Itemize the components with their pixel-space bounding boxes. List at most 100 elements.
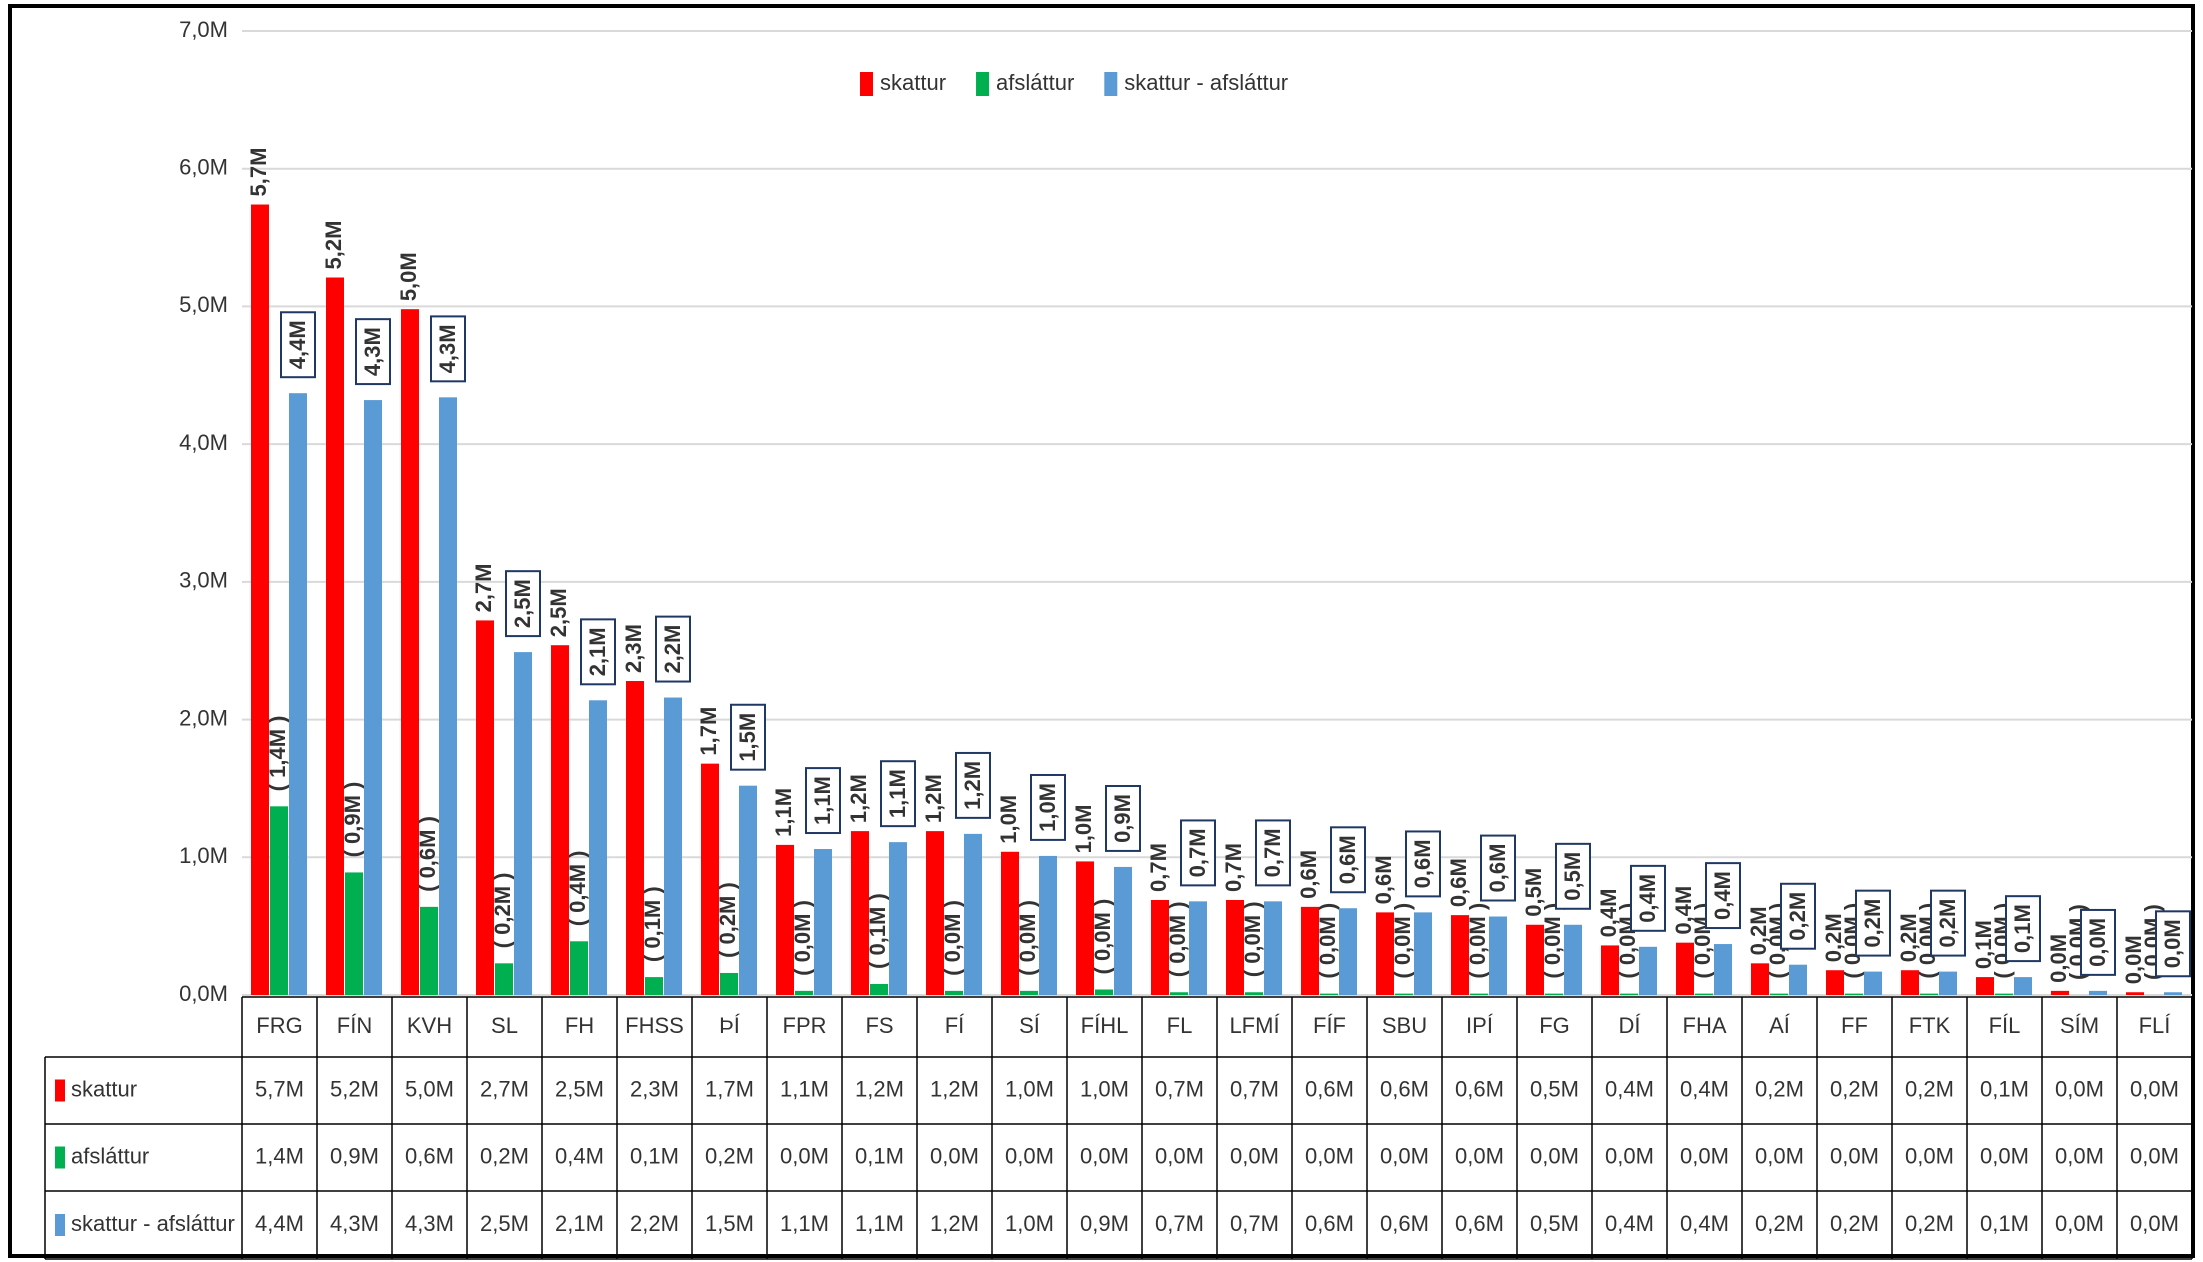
bar (1414, 912, 1432, 995)
data-label: ( 0,1M ) (865, 893, 890, 969)
table-cell: 0,2M (705, 1143, 754, 1168)
x-tick-label: FS (865, 1013, 893, 1038)
data-label: 1,7M (696, 707, 721, 756)
data-label: 1,0M (996, 795, 1021, 844)
x-tick-label: FH (565, 1013, 594, 1038)
y-tick-label: 2,0M (179, 705, 228, 730)
data-label-box: 1,1M (805, 767, 841, 835)
label-box (1330, 826, 1366, 894)
label-box (2155, 910, 2191, 978)
bar (626, 681, 644, 995)
data-label: 0,2M (1746, 906, 1771, 955)
x-tick-label: FLÍ (2139, 1013, 2172, 1038)
table-cell: 0,0M (2055, 1143, 2104, 1168)
bar (401, 309, 419, 995)
bar (570, 941, 588, 995)
table-cell: 0,0M (930, 1143, 979, 1168)
label-box (1780, 882, 1816, 950)
bar (1489, 916, 1507, 995)
table-cell: 5,0M (405, 1076, 454, 1101)
bar (364, 400, 382, 995)
table-cell: 1,4M (255, 1143, 304, 1168)
bar (926, 831, 944, 995)
legend-label: skattur (880, 70, 946, 95)
table-cell: 0,4M (1680, 1076, 1729, 1101)
data-label: 0,7M (1146, 843, 1171, 892)
table-cell: 1,7M (705, 1076, 754, 1101)
bar (1770, 993, 1788, 995)
data-label: 1,1M (810, 776, 835, 825)
bar (514, 652, 532, 995)
data-label: 0,4M (1596, 889, 1621, 938)
bar (326, 277, 344, 996)
table-cell: 0,7M (1230, 1211, 1279, 1236)
x-tick-label: FL (1167, 1013, 1193, 1038)
bar (870, 983, 888, 995)
data-label: 0,2M (1785, 892, 1810, 941)
table-row-label: skattur (71, 1076, 137, 1101)
table-cell: 0,7M (1155, 1211, 1204, 1236)
table-cell: 0,0M (1455, 1143, 1504, 1168)
data-label-box: 2,5M (505, 570, 541, 638)
y-tick-label: 6,0M (179, 155, 228, 180)
data-label: ( 0,1M ) (640, 886, 665, 962)
table-cell: 0,4M (1605, 1076, 1654, 1101)
label-box (2005, 895, 2041, 963)
bar (664, 697, 682, 995)
data-label: 0,6M (1335, 835, 1360, 884)
table-cell: 0,6M (1455, 1076, 1504, 1101)
data-label: 5,0M (396, 252, 421, 301)
data-label-box: 0,2M (1855, 889, 1891, 957)
label-box (580, 618, 616, 686)
data-label: 2,2M (660, 625, 685, 674)
bar (1189, 901, 1207, 995)
label-box (280, 311, 316, 379)
label-box (1555, 842, 1591, 910)
table-cell: 0,0M (2055, 1076, 2104, 1101)
x-tick-label: SL (491, 1013, 518, 1038)
data-label: ( 0,0M ) (1090, 899, 1115, 975)
table-cell: 0,0M (1530, 1143, 1579, 1168)
y-tick-label: 5,0M (179, 292, 228, 317)
data-label: ( 0,9M ) (340, 782, 365, 858)
table-cell: 0,7M (1230, 1076, 1279, 1101)
bar (1676, 942, 1694, 995)
bar (1976, 977, 1994, 995)
legend-label: afsláttur (996, 70, 1074, 95)
bar (945, 990, 963, 995)
label-box (655, 615, 691, 683)
bar (2014, 977, 2032, 995)
bar (1376, 912, 1394, 995)
data-label: ( 0,0M ) (1240, 901, 1265, 977)
table-cell: 0,2M (1755, 1211, 1804, 1236)
data-label: 0,2M (1821, 913, 1846, 962)
label-box (430, 315, 466, 383)
label-box (1930, 889, 1966, 957)
x-tick-label: FHA (1683, 1013, 1727, 1038)
x-tick-label: FRG (256, 1013, 302, 1038)
x-tick-label: FF (1841, 1013, 1868, 1038)
table-row-label: skattur - afsláttur (71, 1211, 235, 1236)
data-label-box: 2,1M (580, 618, 616, 686)
bar (889, 842, 907, 995)
data-label: 0,0M (2046, 934, 2071, 983)
data-label: 0,6M (1485, 844, 1510, 893)
table-cell: 0,1M (630, 1143, 679, 1168)
table-cell: 0,4M (1605, 1211, 1654, 1236)
data-label-box: 4,3M (355, 318, 391, 386)
legend-swatch (976, 72, 990, 96)
bar (345, 872, 363, 995)
bar (1076, 861, 1094, 995)
table-cell: 0,0M (1605, 1143, 1654, 1168)
data-label: 4,3M (360, 327, 385, 376)
table-cell: 0,2M (1830, 1076, 1879, 1101)
table-row-label: afsláttur (71, 1143, 149, 1168)
bar (1170, 992, 1188, 995)
data-label: ( 0,6M ) (415, 816, 440, 892)
data-label: ( 0,0M ) (1390, 903, 1415, 979)
x-tick-label: KVH (407, 1013, 452, 1038)
bar (1995, 993, 2013, 995)
table-cell: 0,5M (1530, 1211, 1579, 1236)
label-box (505, 570, 541, 638)
